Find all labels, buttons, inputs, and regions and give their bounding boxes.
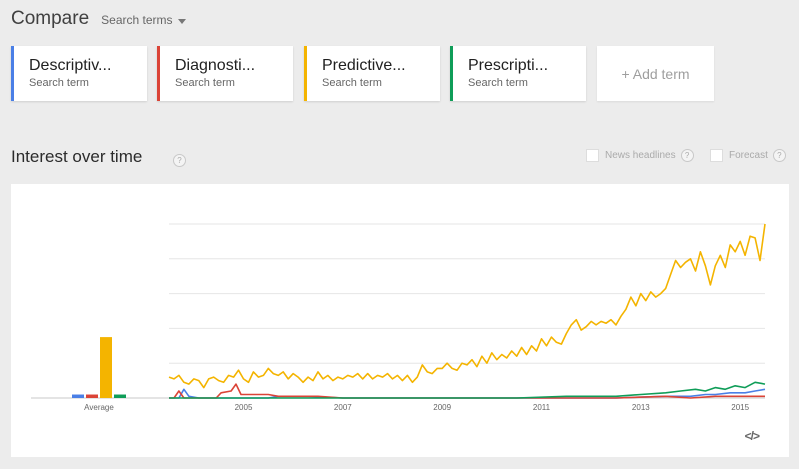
add-term-button[interactable]: + Add term [597, 46, 714, 101]
section-title: Interest over time [11, 147, 143, 166]
news-headlines-checkbox[interactable] [586, 149, 599, 162]
news-headlines-label: News headlines [605, 150, 676, 161]
series-line-4 [169, 381, 766, 399]
term-name: Descriptiv... [29, 57, 112, 74]
search-terms-dropdown[interactable]: Search terms [101, 13, 186, 27]
term-name: Prescripti... [468, 57, 549, 74]
x-tick-label: 2005 [235, 403, 253, 412]
caret-down-icon [177, 18, 186, 24]
forecast-checkbox[interactable] [710, 149, 723, 162]
average-bar [72, 394, 84, 398]
average-bar [100, 337, 112, 398]
interest-over-time-chart: 2005 2007 2009 2011 2013 2015 Average </> [11, 184, 789, 457]
term-color-bar [157, 46, 160, 101]
average-label: Average [84, 403, 114, 412]
x-tick-label: 2007 [334, 403, 352, 412]
help-icon[interactable]: ? [680, 149, 694, 162]
term-subtitle: Search term [175, 77, 235, 89]
compare-header: Compare Search terms [11, 8, 186, 30]
term-card-1[interactable]: Descriptiv... Search term [11, 46, 147, 101]
term-name: Diagnosti... [175, 57, 256, 74]
x-tick-label: 2013 [632, 403, 650, 412]
forecast-label: Forecast [729, 150, 768, 161]
x-tick-label: 2009 [433, 403, 451, 412]
term-card-3[interactable]: Predictive... Search term [304, 46, 440, 101]
search-terms-label: Search terms [101, 13, 173, 27]
term-subtitle: Search term [322, 77, 382, 89]
x-tick-label: 2015 [731, 403, 749, 412]
x-tick-label: 2011 [533, 403, 551, 412]
term-color-bar [304, 46, 307, 101]
term-name: Predictive... [322, 57, 406, 74]
term-card-4[interactable]: Prescripti... Search term [450, 46, 586, 101]
chart-svg: 2005 2007 2009 2011 2013 2015 Average [31, 223, 766, 412]
help-icon[interactable]: ? [173, 154, 186, 167]
term-color-bar [450, 46, 453, 101]
term-subtitle: Search term [468, 77, 528, 89]
forecast-option[interactable]: Forecast ? [710, 149, 786, 162]
average-bar [86, 394, 98, 398]
series-line-3 [168, 223, 766, 389]
term-color-bar [11, 46, 14, 101]
term-subtitle: Search term [29, 77, 89, 89]
average-bar [114, 394, 126, 398]
term-card-2[interactable]: Diagnosti... Search term [157, 46, 293, 101]
help-icon[interactable]: ? [772, 149, 786, 162]
compare-title: Compare [11, 8, 90, 29]
news-headlines-option[interactable]: News headlines ? [586, 149, 694, 162]
embed-code-icon[interactable]: </> [744, 429, 760, 443]
